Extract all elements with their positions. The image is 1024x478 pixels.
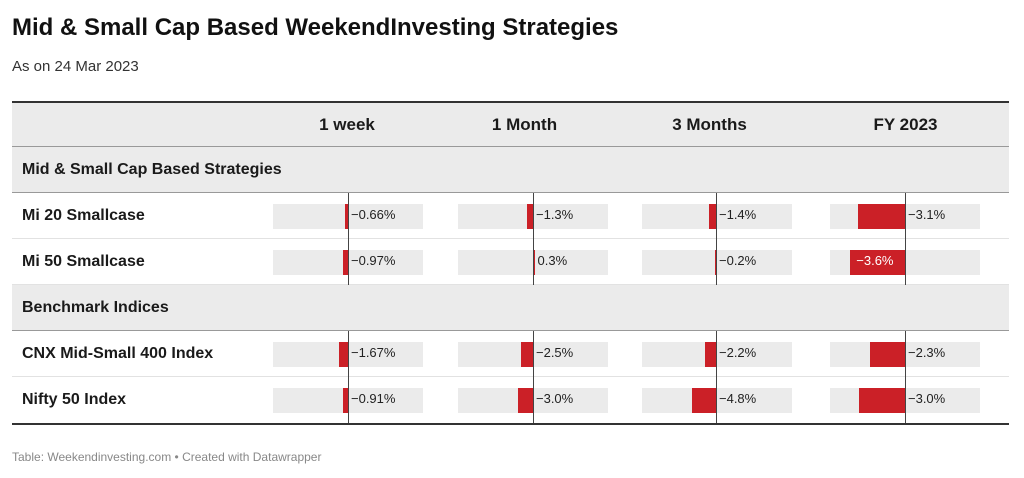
value-label: −3.0% <box>536 391 574 406</box>
value-bar <box>870 341 905 367</box>
zero-line <box>348 238 349 285</box>
value-bar <box>857 203 905 229</box>
value-cell: 0.3% <box>447 238 632 285</box>
table-row: CNX Mid-Small 400 Index −1.67% −2.5% −2.2% −… <box>12 330 1009 377</box>
value-label: −4.8% <box>719 391 757 406</box>
zero-line <box>905 192 906 239</box>
column-header: FY 2023 <box>873 114 938 134</box>
value-bar <box>705 341 716 367</box>
column-header: 1 week <box>319 114 375 134</box>
value-bar <box>859 388 905 413</box>
row-label: Nifty 50 Index <box>22 391 127 408</box>
header-row: 1 week 1 Month 3 Months FY 2023 <box>12 103 1009 147</box>
value-cell: −0.66% <box>262 192 447 239</box>
value-bar <box>692 388 716 413</box>
value-label: 0.3% <box>537 252 568 268</box>
value-label: −3.1% <box>908 206 946 222</box>
row-label: Mi 20 Smallcase <box>22 206 145 224</box>
value-bar <box>526 203 533 229</box>
value-cell: −0.97% <box>262 238 447 285</box>
value-cell: −2.3% <box>817 330 1009 377</box>
row-label: Mi 50 Smallcase <box>22 252 145 270</box>
zero-line <box>533 330 534 377</box>
value-label: −0.91% <box>351 391 396 406</box>
value-bar <box>850 249 905 275</box>
zero-line <box>716 377 717 423</box>
value-bar <box>715 249 716 275</box>
value-label: −3.6% <box>856 252 894 268</box>
value-label: −1.67% <box>351 344 396 360</box>
value-bar <box>520 341 533 367</box>
value-cell: −3.0% <box>447 377 632 423</box>
chart-subtitle: As on 24 Mar 2023 <box>12 58 139 75</box>
value-cell: −1.3% <box>447 192 632 239</box>
value-label: −0.2% <box>719 252 757 268</box>
zero-line <box>905 377 906 423</box>
value-bar <box>339 341 348 367</box>
value-cell: −0.91% <box>262 377 447 423</box>
table-row: Nifty 50 Index −0.91% −3.0% −4.8% −3.0% <box>12 377 1009 423</box>
group-header-row: Mid & Small Cap Based Strategies <box>12 147 1009 193</box>
value-label: −2.2% <box>719 344 757 360</box>
row-label: CNX Mid-Small 400 Index <box>22 344 214 362</box>
zero-line <box>348 330 349 377</box>
column-header: 3 Months <box>672 114 747 134</box>
value-bar <box>342 249 348 275</box>
value-bar <box>344 203 348 229</box>
bar-track <box>642 249 792 275</box>
value-cell: −3.0% <box>817 377 1009 423</box>
zero-line <box>905 330 906 377</box>
zero-line <box>716 238 717 285</box>
source-footer: Table: Weekendinvesting.com • Created wi… <box>12 450 322 464</box>
value-cell: −4.8% <box>632 377 817 423</box>
value-cell: −1.67% <box>262 330 447 377</box>
value-label: −2.3% <box>908 344 946 360</box>
value-cell: −3.1% <box>817 192 1009 239</box>
table-row: Mi 20 Smallcase −0.66% −1.3% −1.4% −3.1% <box>12 192 1009 239</box>
zero-line <box>533 377 534 423</box>
chart-title: Mid & Small Cap Based WeekendInvesting S… <box>12 14 619 41</box>
zero-line <box>533 192 534 239</box>
data-table: 1 week 1 Month 3 Months FY 2023 Mid & Sm… <box>12 101 1009 425</box>
bar-track <box>642 203 792 229</box>
value-bar <box>709 203 716 229</box>
zero-line <box>716 330 717 377</box>
value-bar <box>518 388 533 413</box>
zero-line <box>348 377 349 423</box>
value-cell: −3.6% <box>817 238 1009 285</box>
table-row: Mi 50 Smallcase −0.97% 0.3% −0.2% −3.6% <box>12 238 1009 285</box>
zero-line <box>716 192 717 239</box>
value-label: −3.0% <box>908 391 946 406</box>
value-cell: −2.5% <box>447 330 632 377</box>
bar-track <box>642 388 792 413</box>
zero-line <box>533 238 534 285</box>
value-label: −0.97% <box>351 252 396 268</box>
value-label: −2.5% <box>536 344 574 360</box>
zero-line <box>905 238 906 285</box>
value-cell: −0.2% <box>632 238 817 285</box>
value-label: −0.66% <box>351 206 396 222</box>
bar-track <box>642 341 792 367</box>
value-label: −1.3% <box>536 206 574 222</box>
value-cell: −1.4% <box>632 192 817 239</box>
value-label: −1.4% <box>719 206 757 222</box>
column-header: 1 Month <box>491 114 558 134</box>
value-cell: −2.2% <box>632 330 817 377</box>
group-header-row: Benchmark Indices <box>12 285 1009 331</box>
value-bar <box>343 388 348 413</box>
zero-line <box>348 192 349 239</box>
